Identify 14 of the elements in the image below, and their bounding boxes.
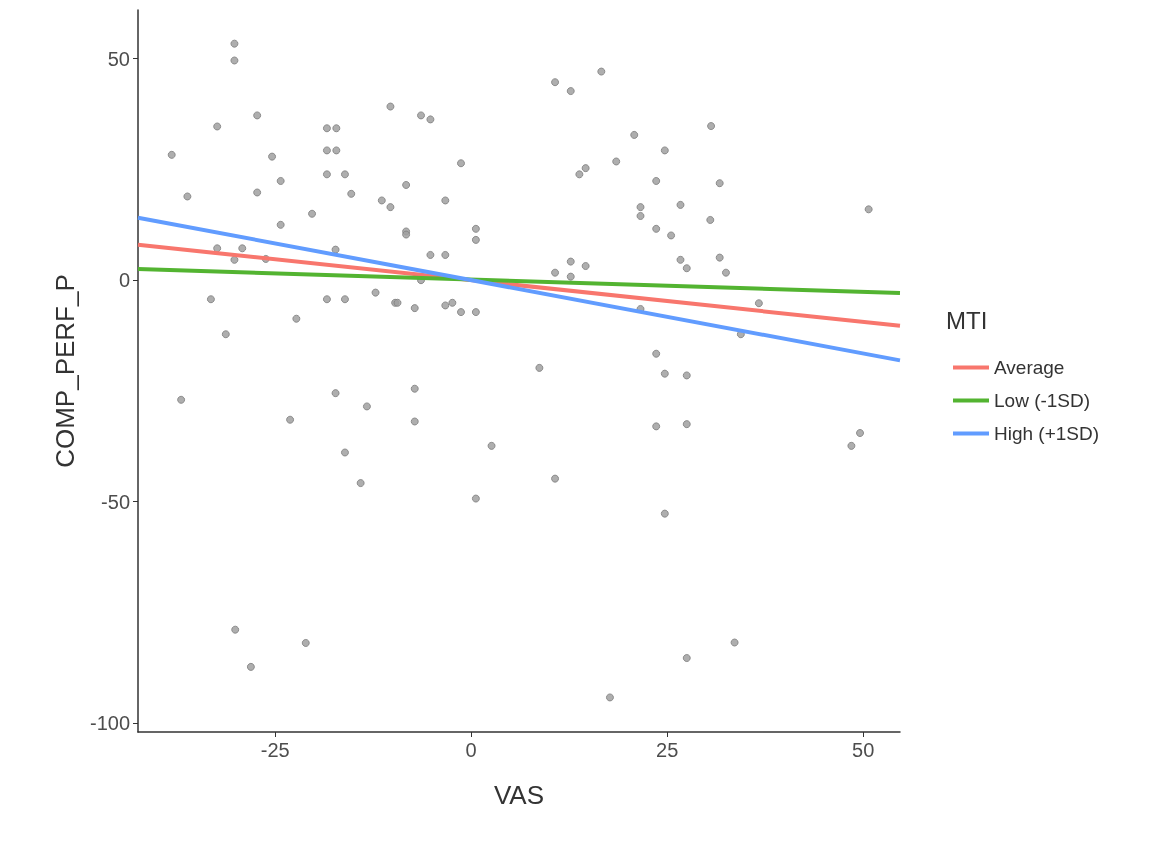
y-axis-title: COMP_PERF_P <box>50 274 80 468</box>
y-tick-label: -50 <box>101 490 130 513</box>
legend-label: Low (-1SD) <box>994 390 1091 411</box>
legend-label: Average <box>994 357 1065 378</box>
x-tick-label: 0 <box>465 739 477 761</box>
x-tick-label: -25 <box>260 739 290 761</box>
legend-label: High (+1SD) <box>994 423 1100 444</box>
x-tick-label: 50 <box>852 739 875 761</box>
y-tick-label: 50 <box>107 47 130 70</box>
y-tick-label: -100 <box>89 712 130 735</box>
x-axis-title: VAS <box>493 780 545 810</box>
x-tick-label: 25 <box>656 739 679 761</box>
legend-title: MTI <box>946 306 988 334</box>
y-tick-label: 0 <box>118 269 130 292</box>
